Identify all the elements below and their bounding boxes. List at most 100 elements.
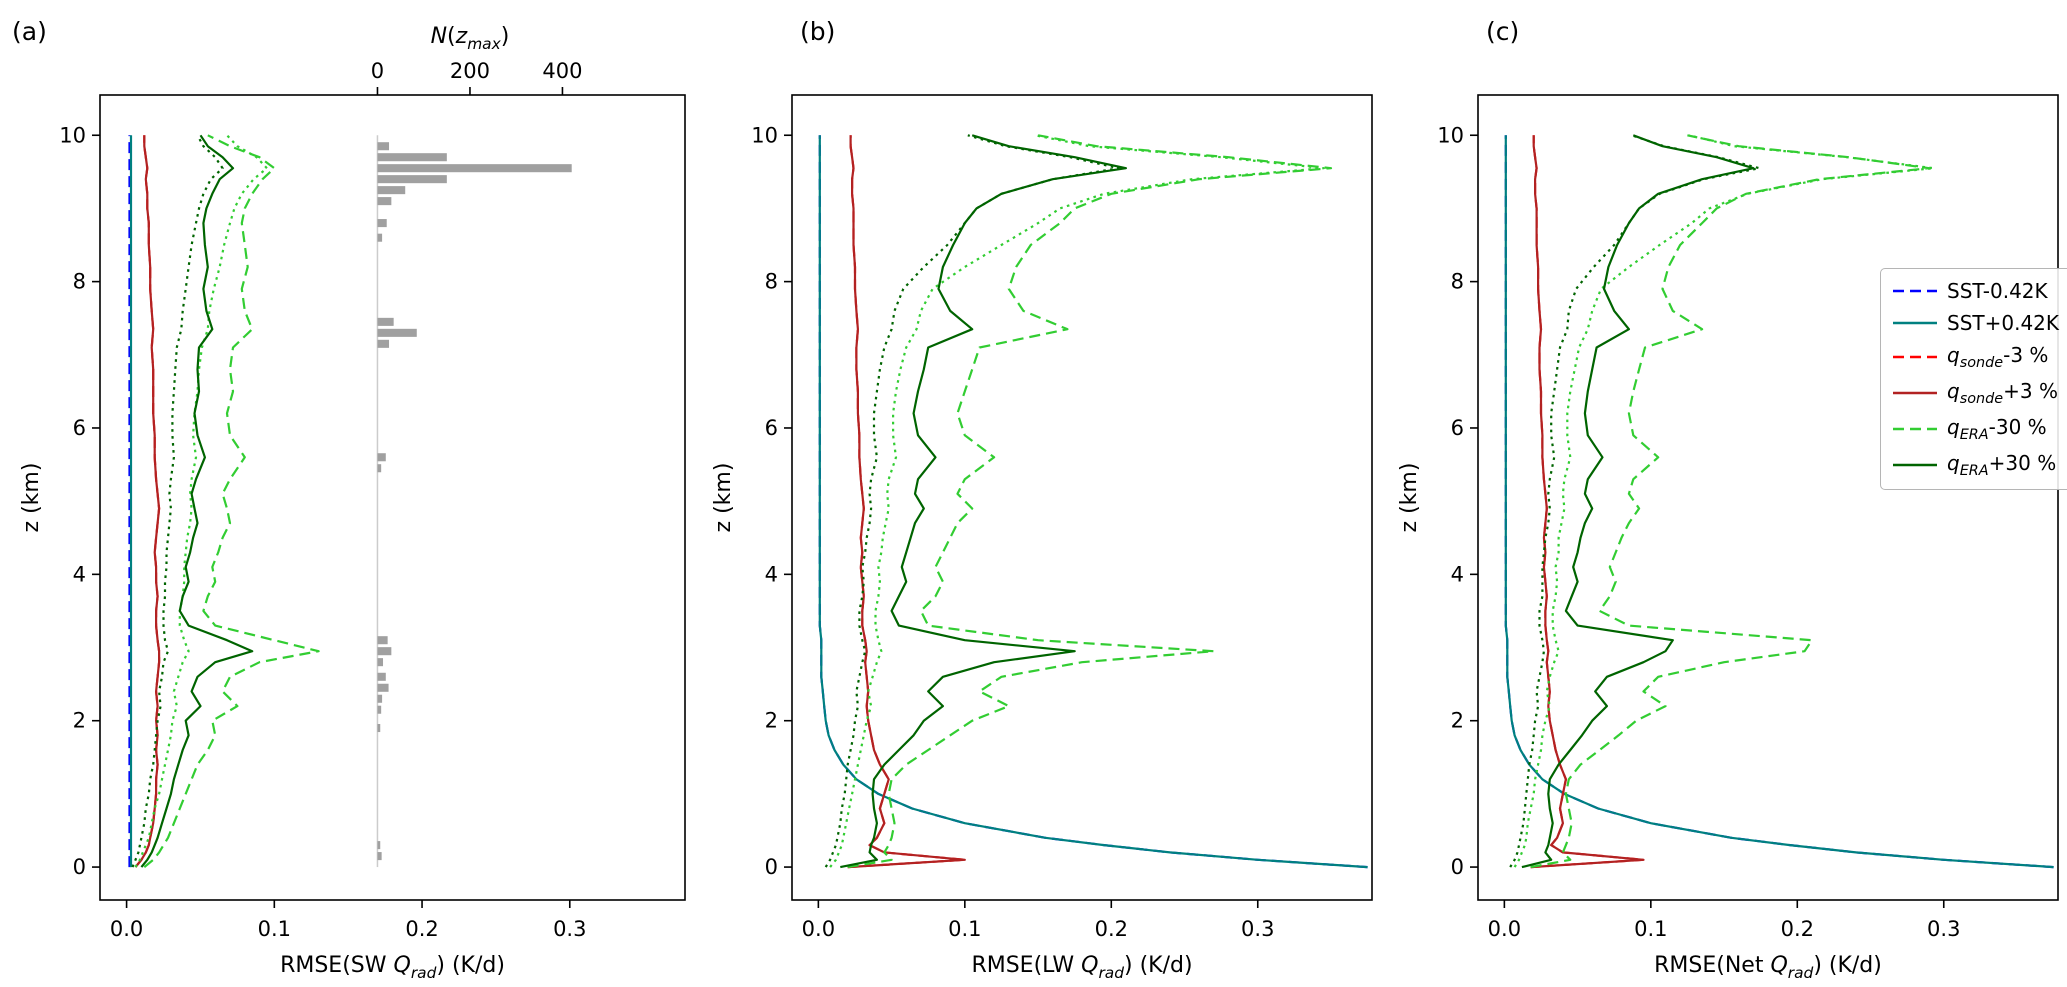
axes-frame: [99, 94, 686, 901]
top-tick-label: 0: [371, 59, 384, 83]
top-tick-label: 400: [542, 59, 582, 83]
legend-entry-sst-0-42k: SST+0.42K: [1893, 311, 2059, 335]
x-tick-label: 0.3: [1927, 917, 1960, 941]
line-c-q-era-30: [1521, 134, 1755, 869]
y-tick-label: 8: [1451, 270, 1464, 294]
hist-bar: [377, 723, 381, 733]
x-tick-label: 0.3: [1241, 917, 1274, 941]
y-tick-label: 2: [765, 709, 778, 733]
y-tick-label: 6: [73, 416, 86, 440]
y-tick-label: 4: [1451, 562, 1464, 586]
line-a-q-era-30-dotted: [134, 134, 268, 868]
y-tick-label: 6: [765, 416, 778, 440]
y-tick-label: 4: [765, 562, 778, 586]
y-axis-label: z (km): [711, 463, 736, 533]
x-axis-label: RMSE(SW Qrad) (K/d): [280, 953, 505, 982]
hist-bar: [377, 705, 382, 714]
line-a-q-era-30: [140, 134, 254, 868]
x-tick-label: 0.1: [1634, 917, 1667, 941]
line-c-q-era-30-dotted: [1513, 134, 1935, 868]
hist-bar: [377, 841, 381, 850]
x-axis-label: RMSE(Net Qrad) (K/d): [1654, 953, 1882, 982]
legend-label: SST-0.42K: [1947, 279, 2048, 303]
hist-bar: [377, 852, 382, 861]
line-a-q-era-30-dotted: [131, 134, 224, 868]
y-tick-label: 4: [73, 562, 86, 586]
line-c-q-era-30-dotted: [1509, 134, 1761, 868]
y-tick-label: 10: [1437, 123, 1464, 147]
legend-label: SST+0.42K: [1947, 311, 2060, 335]
legend-entry-q-era-30: qERA-30 %: [1893, 415, 2059, 443]
y-axis-label: z (km): [19, 463, 44, 533]
legend-label: qERA+30 %: [1947, 451, 2057, 479]
legend-line-sample: [1893, 427, 1937, 431]
x-tick-label: 0.2: [405, 917, 438, 941]
y-tick-label: 0: [73, 855, 86, 879]
y-tick-label: 6: [1451, 416, 1464, 440]
y-tick-label: 0: [1451, 855, 1464, 879]
hist-bar: [377, 317, 394, 326]
hist-bar: [377, 672, 386, 681]
legend-line-sample: [1893, 289, 1937, 293]
hist-bar: [377, 683, 389, 692]
y-tick-label: 10: [751, 123, 778, 147]
x-tick-label: 0.0: [1488, 917, 1521, 941]
legend-entry-sst-0-42k: SST-0.42K: [1893, 279, 2059, 303]
legend-line-sample: [1893, 391, 1937, 395]
panel-c: 0.0 0.1 0.2 0.3 0 2 4 6 8 10 z (km) RMSE(Net Qrad) …: [1397, 17, 2059, 982]
x-tick-label: 0.0: [802, 917, 835, 941]
hist-bar: [377, 328, 417, 337]
line-b-q-era-30: [847, 134, 1333, 869]
x-tick-label: 0.0: [110, 917, 143, 941]
hist-bar: [377, 164, 572, 173]
hist-bar: [377, 153, 447, 162]
line-a-q-sonde-3: [134, 135, 161, 868]
y-tick-label: 2: [1451, 709, 1464, 733]
x-tick-label: 0.2: [1095, 917, 1128, 941]
line-b-q-sonde-3: [847, 135, 966, 869]
x-tick-label: 0.3: [553, 917, 586, 941]
panel-a: 0 200 400 N(zmax) 0.0 0.1 0.2 0.3 0 2 4 6 8 10 z (km) R…: [12, 17, 686, 982]
hist-bar: [377, 694, 383, 703]
hist-bar: [377, 197, 392, 206]
hist-bar: [377, 453, 386, 462]
panel-letter-a: (a): [12, 17, 47, 46]
legend-entry-q-sonde-3: qsonde-3 %: [1893, 343, 2059, 371]
y-tick-label: 0: [765, 855, 778, 879]
y-axis-label: z (km): [1397, 463, 1422, 533]
legend-line-sample: [1893, 321, 1937, 325]
x-tick-label: 0.2: [1781, 917, 1814, 941]
axes-frame: [1477, 94, 2059, 901]
legend: SST-0.42K SST+0.42K qsonde-3 % qsonde+3 % qE…: [1880, 268, 2067, 490]
y-tick-label: 2: [73, 709, 86, 733]
x-tick-label: 0.1: [258, 917, 291, 941]
hist-bar: [377, 142, 390, 151]
line-c-q-sonde-3: [1530, 135, 1645, 869]
hist-bar: [377, 233, 383, 242]
legend-label: qERA-30 %: [1947, 415, 2047, 443]
top-tick-label: 200: [450, 59, 490, 83]
y-tick-label: 8: [765, 270, 778, 294]
hist-bar: [377, 647, 392, 656]
line-c-q-era-30: [1530, 134, 1931, 869]
line-b-sst-0-42k: [818, 135, 1368, 869]
y-tick-label: 8: [73, 270, 86, 294]
panel-letter-b: (b): [800, 17, 835, 46]
line-c-q-sonde-3: [1530, 135, 1645, 869]
line-b-q-era-30-dotted: [829, 134, 1325, 868]
line-b-q-era-30-dotted: [824, 134, 1120, 868]
top-axis-label: N(zmax): [431, 24, 510, 53]
legend-line-sample: [1893, 463, 1937, 467]
hist-bar: [377, 219, 387, 228]
axes-frame: [791, 94, 1373, 901]
hist-bar: [377, 636, 388, 645]
panel-b: 0.0 0.1 0.2 0.3 0 2 4 6 8 10 z (km) RMSE(LW Qrad) (…: [711, 17, 1373, 982]
legend-line-sample: [1893, 355, 1937, 359]
hist-bar: [377, 464, 382, 473]
hist-zero-line: [376, 135, 379, 868]
hist-bar: [377, 175, 447, 184]
line-a-q-era-30: [143, 134, 320, 868]
y-tick-label: 10: [59, 123, 86, 147]
